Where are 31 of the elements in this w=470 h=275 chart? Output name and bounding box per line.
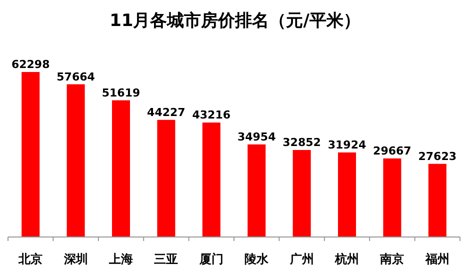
x-tick-label: 厦门 bbox=[198, 252, 224, 266]
chart-title: 11月各城市房价排名（元/平米） bbox=[110, 11, 360, 31]
data-label: 62298 bbox=[11, 58, 50, 71]
bar bbox=[112, 100, 130, 237]
x-tick-label: 陵水 bbox=[244, 252, 270, 266]
data-label: 51619 bbox=[102, 86, 140, 100]
x-tick-label: 北京 bbox=[18, 252, 43, 266]
bar bbox=[383, 158, 402, 237]
data-label: 43216 bbox=[192, 108, 231, 122]
bar bbox=[292, 150, 311, 237]
data-label: 34954 bbox=[237, 130, 276, 144]
data-label: 44227 bbox=[147, 106, 186, 119]
x-tick-label: 深圳 bbox=[62, 252, 88, 266]
data-label: 29667 bbox=[373, 144, 412, 158]
bar bbox=[248, 144, 266, 237]
bar bbox=[157, 120, 176, 237]
data-label: 27623 bbox=[418, 150, 457, 163]
data-label: 31924 bbox=[328, 138, 366, 152]
data-label: 32852 bbox=[282, 136, 321, 149]
x-tick-label: 上海 bbox=[108, 252, 133, 266]
bar bbox=[202, 122, 220, 237]
bar bbox=[428, 164, 446, 237]
data-label: 57664 bbox=[56, 70, 96, 84]
x-tick-label: 福州 bbox=[424, 252, 450, 266]
bar bbox=[22, 72, 40, 237]
x-tick-label: 广州 bbox=[288, 252, 314, 266]
bar bbox=[338, 152, 356, 237]
x-tick-label: 三亚 bbox=[154, 252, 178, 266]
x-tick-label: 杭州 bbox=[334, 252, 359, 266]
bar bbox=[66, 84, 85, 237]
x-tick-label: 南京 bbox=[379, 252, 404, 266]
